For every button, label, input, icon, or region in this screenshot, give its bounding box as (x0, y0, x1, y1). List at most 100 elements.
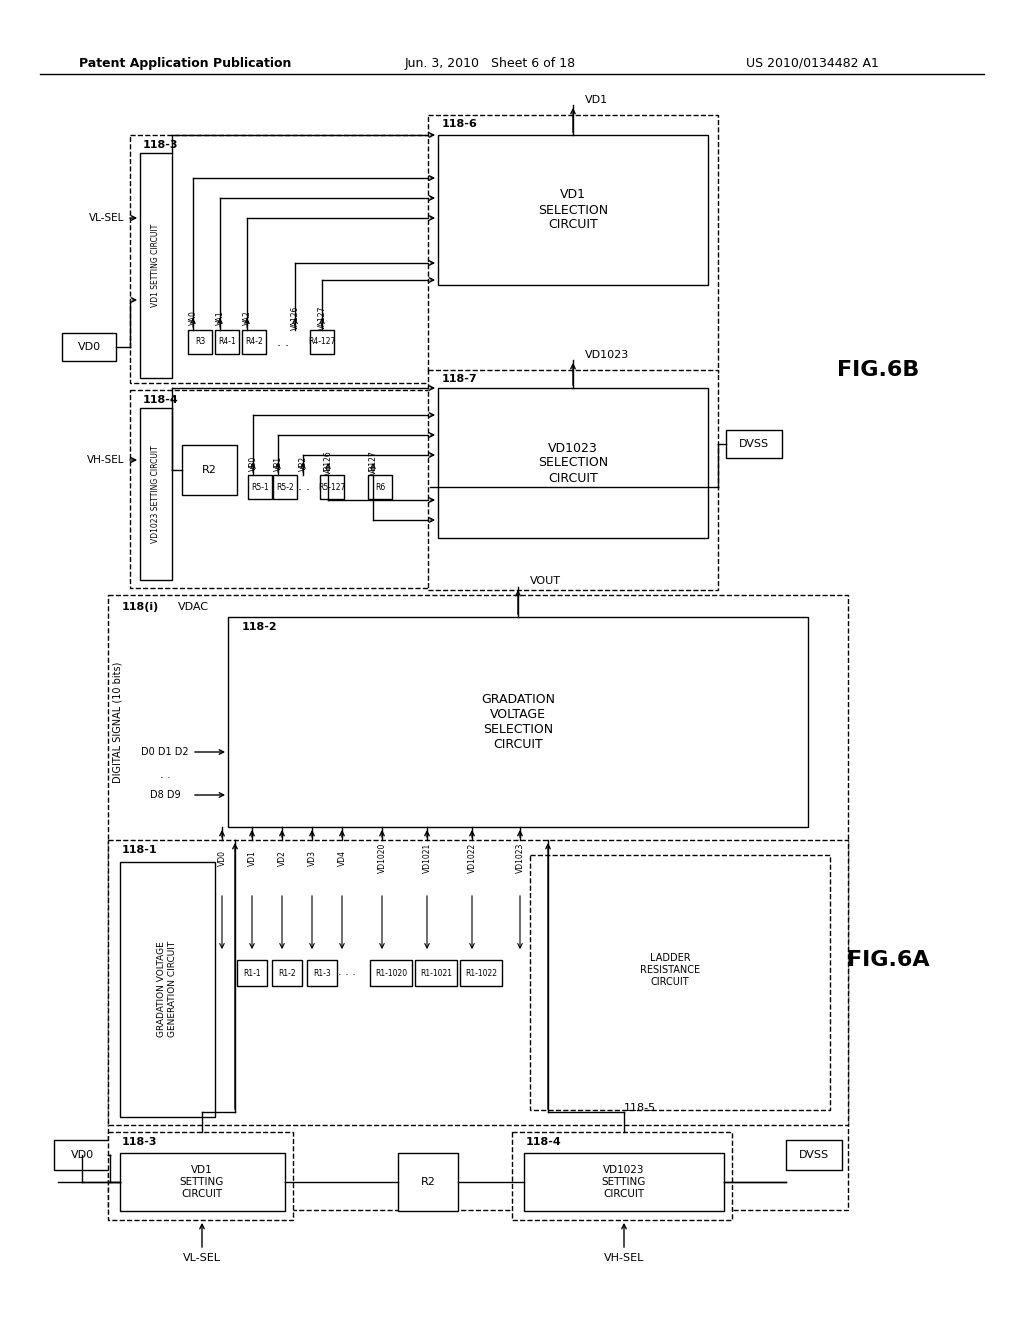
Bar (428, 370, 718, 590)
Text: GRADATION VOLTAGE
GENERATION CIRCUIT: GRADATION VOLTAGE GENERATION CIRCUIT (158, 941, 177, 1038)
Text: VD1023 SETTING CIRCUIT: VD1023 SETTING CIRCUIT (152, 445, 161, 543)
Bar (140, 153, 172, 378)
Text: 118-3: 118-3 (122, 1137, 158, 1147)
Text: R2: R2 (202, 465, 216, 475)
Bar (786, 1140, 842, 1170)
Text: R1-1022: R1-1022 (465, 969, 497, 978)
Bar (310, 330, 334, 354)
Text: R3: R3 (195, 338, 205, 346)
Text: DIGITAL SIGNAL (10 bits): DIGITAL SIGNAL (10 bits) (113, 661, 123, 783)
Bar (140, 408, 172, 579)
Bar (54, 1140, 110, 1170)
Text: R1-3: R1-3 (313, 969, 331, 978)
Bar (438, 135, 708, 285)
Text: DVSS: DVSS (739, 440, 769, 449)
Bar (428, 115, 718, 374)
Text: VD1021: VD1021 (423, 843, 431, 873)
Text: . . .: . . . (338, 968, 356, 977)
Text: VDAC: VDAC (178, 602, 209, 612)
Text: VA1: VA1 (215, 310, 224, 325)
Text: VH-SEL: VH-SEL (604, 1253, 644, 1263)
Text: 118(i): 118(i) (122, 602, 160, 612)
Bar (215, 330, 239, 354)
Text: VB127: VB127 (369, 450, 378, 475)
Text: R5-2: R5-2 (276, 483, 294, 491)
Text: R4-127: R4-127 (308, 338, 336, 346)
Text: VD1020: VD1020 (378, 842, 386, 874)
Text: VD1023
SETTING
CIRCUIT: VD1023 SETTING CIRCUIT (602, 1166, 646, 1199)
Text: VD1
SELECTION
CIRCUIT: VD1 SELECTION CIRCUIT (538, 189, 608, 231)
Text: VD0: VD0 (78, 342, 100, 352)
Text: R1-1020: R1-1020 (375, 969, 408, 978)
Text: VD4: VD4 (338, 850, 346, 866)
Bar (120, 862, 215, 1117)
Text: FIG.6B: FIG.6B (837, 360, 920, 380)
Bar (130, 135, 430, 383)
Text: 118-5: 118-5 (624, 1104, 656, 1113)
Text: VD0: VD0 (217, 850, 226, 866)
Bar (182, 445, 237, 495)
Text: D8 D9: D8 D9 (150, 789, 180, 800)
Text: VD0: VD0 (71, 1150, 93, 1160)
Text: 118-3: 118-3 (143, 140, 178, 150)
Text: VA126: VA126 (291, 306, 299, 330)
Text: 118-1: 118-1 (122, 845, 158, 855)
Bar (188, 330, 212, 354)
Text: VB0: VB0 (249, 455, 257, 471)
Text: R2: R2 (421, 1177, 435, 1187)
Text: VA127: VA127 (317, 306, 327, 330)
Text: VD1: VD1 (248, 850, 256, 866)
Bar (460, 960, 502, 986)
Bar (248, 475, 272, 499)
Text: Jun. 3, 2010   Sheet 6 of 18: Jun. 3, 2010 Sheet 6 of 18 (404, 57, 575, 70)
Text: VD1023
SELECTION
CIRCUIT: VD1023 SELECTION CIRCUIT (538, 441, 608, 484)
Text: VL-SEL: VL-SEL (89, 213, 124, 223)
Text: VA2: VA2 (243, 310, 252, 325)
Bar (272, 960, 302, 986)
Bar (368, 475, 392, 499)
Text: VD3: VD3 (307, 850, 316, 866)
Bar (512, 1133, 732, 1220)
Bar (242, 330, 266, 354)
Text: 118-7: 118-7 (442, 374, 477, 384)
Text: . .: . . (160, 770, 170, 780)
Bar (108, 595, 848, 1210)
Bar (319, 475, 344, 499)
Text: LADDER
RESISTANCE
CIRCUIT: LADDER RESISTANCE CIRCUIT (640, 953, 700, 986)
Bar (228, 616, 808, 828)
Text: VD1
SETTING
CIRCUIT: VD1 SETTING CIRCUIT (180, 1166, 224, 1199)
Bar (438, 388, 708, 539)
Text: D0 D1 D2: D0 D1 D2 (141, 747, 188, 756)
Text: R5-1: R5-1 (251, 483, 269, 491)
Text: R4-1: R4-1 (218, 338, 236, 346)
Text: VB2: VB2 (299, 455, 307, 470)
Bar (307, 960, 337, 986)
Text: Patent Application Publication: Patent Application Publication (79, 57, 291, 70)
Bar (273, 475, 297, 499)
Text: 118-4: 118-4 (143, 395, 179, 405)
Text: VD2: VD2 (278, 850, 287, 866)
Text: R5-127: R5-127 (318, 483, 346, 491)
Text: VOUT: VOUT (530, 576, 561, 586)
Bar (62, 333, 116, 360)
Text: GRADATION
VOLTAGE
SELECTION
CIRCUIT: GRADATION VOLTAGE SELECTION CIRCUIT (481, 693, 555, 751)
Text: FIG.6A: FIG.6A (847, 950, 930, 970)
Bar (130, 389, 430, 587)
Text: US 2010/0134482 A1: US 2010/0134482 A1 (745, 57, 879, 70)
Text: VA0: VA0 (188, 310, 198, 326)
Text: R1-2: R1-2 (279, 969, 296, 978)
Text: VD1 SETTING CIRCUIT: VD1 SETTING CIRCUIT (152, 223, 161, 306)
Text: R1-1: R1-1 (243, 969, 261, 978)
Text: VD1023: VD1023 (585, 350, 630, 360)
Text: 118-4: 118-4 (526, 1137, 562, 1147)
Bar (726, 430, 782, 458)
Bar (108, 840, 848, 1125)
Bar (415, 960, 457, 986)
Text: . .: . . (298, 480, 310, 494)
Text: R6: R6 (375, 483, 385, 491)
Text: R1-1021: R1-1021 (420, 969, 452, 978)
Bar (524, 1152, 724, 1210)
Bar (237, 960, 267, 986)
Text: VD1023: VD1023 (515, 842, 524, 874)
Text: 118-2: 118-2 (242, 622, 278, 632)
